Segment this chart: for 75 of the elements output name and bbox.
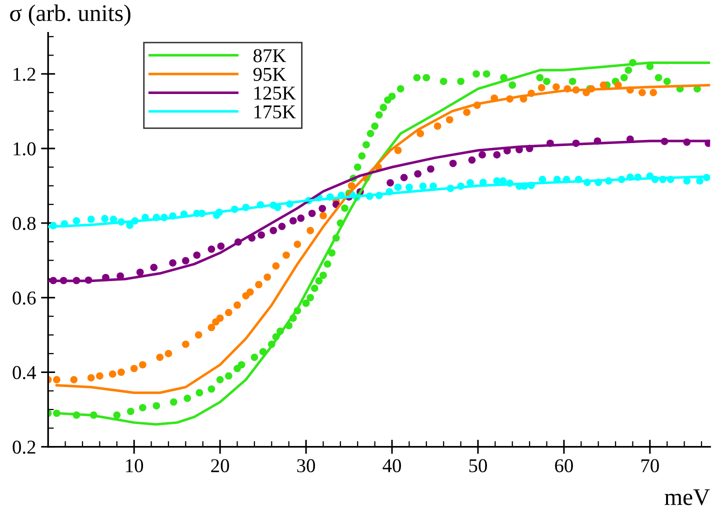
point <box>278 222 286 230</box>
y-tick-label: 1.0 <box>14 142 36 156</box>
point <box>297 214 305 222</box>
x-axis-title: meV <box>664 489 710 506</box>
point <box>294 240 302 248</box>
point <box>118 368 125 376</box>
x-tick-label: 10 <box>126 459 144 472</box>
point <box>552 83 560 91</box>
point <box>96 372 104 380</box>
point <box>139 361 146 368</box>
point <box>306 226 314 234</box>
y-tick-label: 0.6 <box>12 291 36 305</box>
point <box>400 174 408 182</box>
point <box>217 242 225 250</box>
point <box>270 226 278 234</box>
legend-label: 175K <box>254 105 296 118</box>
point <box>108 370 116 378</box>
point <box>164 350 172 358</box>
x-tick-label: 30 <box>297 459 316 472</box>
x-tick-label: 40 <box>382 459 401 472</box>
point <box>224 308 232 316</box>
point <box>70 376 78 384</box>
point <box>136 268 144 276</box>
point <box>193 251 201 259</box>
line-series <box>48 140 710 282</box>
x-tick-label: 70 <box>641 459 659 472</box>
point <box>289 217 297 224</box>
point <box>434 122 442 130</box>
point <box>182 340 190 348</box>
y-tick-label: 0.4 <box>12 366 36 380</box>
point <box>156 354 164 361</box>
point <box>87 374 95 382</box>
point <box>308 210 316 218</box>
point <box>208 324 216 332</box>
point <box>130 364 138 372</box>
y-tick-label: 0.2 <box>12 440 36 454</box>
point <box>282 251 290 259</box>
point <box>538 84 546 92</box>
point <box>427 165 434 173</box>
point <box>150 264 158 272</box>
legend-label: 87K <box>254 49 286 62</box>
point <box>493 151 501 158</box>
x-tick-label: 50 <box>469 459 487 472</box>
y-axis-title: σ (arb. units) <box>10 4 130 26</box>
legend-label: 125K <box>254 86 296 100</box>
point <box>638 88 646 96</box>
x-tick-label: 20 <box>211 459 230 472</box>
point <box>318 204 326 212</box>
point <box>478 151 486 158</box>
y-tick-label: 0.8 <box>12 216 36 230</box>
point <box>216 314 224 322</box>
point <box>416 130 424 138</box>
point <box>394 146 402 154</box>
legend-label: 95K <box>253 68 286 81</box>
point <box>449 160 457 168</box>
x-tick-label: 60 <box>555 459 573 472</box>
point <box>320 212 327 220</box>
point <box>386 179 394 186</box>
y-tick-label: 1.2 <box>14 68 36 81</box>
point <box>446 116 454 124</box>
point <box>182 257 190 264</box>
point <box>246 288 254 296</box>
point <box>264 273 272 281</box>
point <box>208 245 216 253</box>
point <box>272 262 280 270</box>
point <box>169 259 176 267</box>
point <box>414 170 422 178</box>
point <box>53 376 60 384</box>
point <box>255 280 262 288</box>
point <box>468 156 476 164</box>
point <box>258 231 265 239</box>
point <box>194 331 202 339</box>
point <box>650 88 658 96</box>
point <box>234 301 241 309</box>
point <box>463 108 470 116</box>
